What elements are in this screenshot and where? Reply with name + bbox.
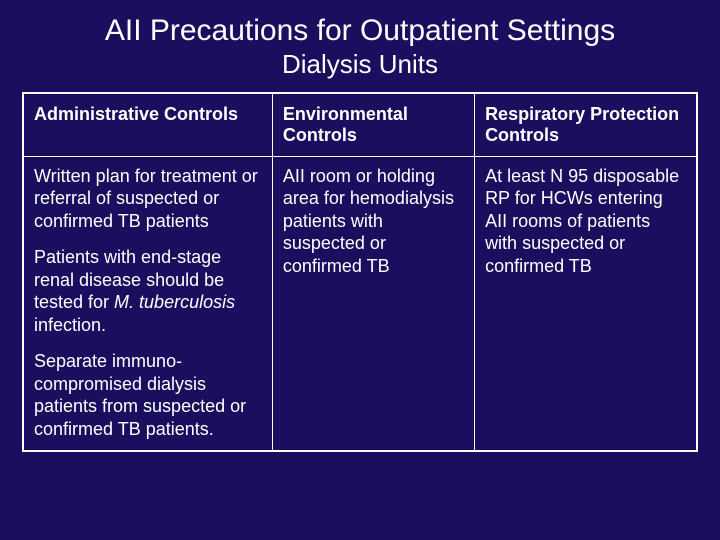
- admin-para-2: Patients with end-stage renal disease sh…: [34, 246, 262, 336]
- admin-p2-italic: M. tuberculosis: [114, 292, 235, 312]
- admin-para-3: Separate immuno-compromised dialysis pat…: [34, 350, 262, 440]
- col-header-respiratory: Respiratory Protection Controls: [475, 93, 697, 157]
- cell-environmental: AII room or holding area for hemodialysi…: [272, 156, 474, 451]
- slide-title: AII Precautions for Outpatient Settings: [22, 14, 698, 49]
- col-header-environmental: Environmental Controls: [272, 93, 474, 157]
- admin-para-1: Written plan for treatment or referral o…: [34, 165, 262, 233]
- col-header-administrative: Administrative Controls: [23, 93, 272, 157]
- slide: AII Precautions for Outpatient Settings …: [0, 0, 720, 540]
- cell-administrative: Written plan for treatment or referral o…: [23, 156, 272, 451]
- precautions-table: Administrative Controls Environmental Co…: [22, 92, 698, 453]
- table-header-row: Administrative Controls Environmental Co…: [23, 93, 697, 157]
- admin-p2-post: infection.: [34, 315, 106, 335]
- table-row: Written plan for treatment or referral o…: [23, 156, 697, 451]
- slide-subtitle: Dialysis Units: [22, 49, 698, 80]
- cell-respiratory: At least N 95 disposable RP for HCWs ent…: [475, 156, 697, 451]
